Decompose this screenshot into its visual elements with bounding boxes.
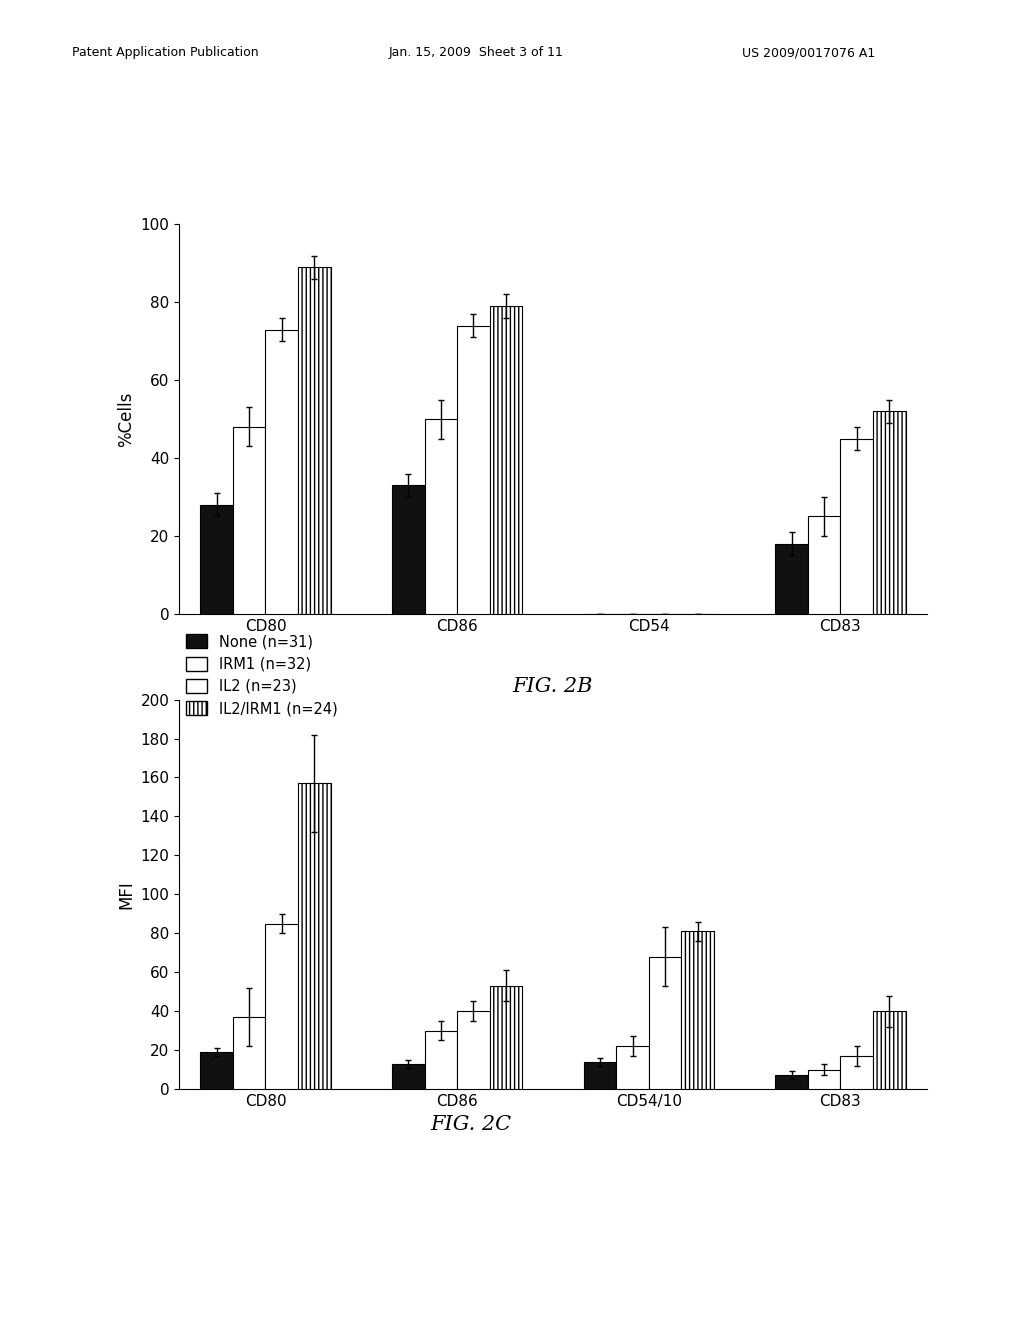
Text: FIG. 2C: FIG. 2C	[430, 1115, 512, 1134]
Bar	[489, 986, 522, 1089]
Legend: None (n=31), IRM1 (n=32), IL2 (n=23), IL2/IRM1 (n=24): None (n=31), IRM1 (n=32), IL2 (n=23), IL…	[186, 635, 337, 717]
Bar	[775, 544, 808, 614]
Bar	[298, 783, 331, 1089]
Bar	[425, 418, 457, 614]
Bar	[232, 1016, 265, 1089]
Y-axis label: MFI: MFI	[117, 880, 135, 908]
Bar	[681, 932, 714, 1089]
Y-axis label: %Cells: %Cells	[117, 392, 135, 446]
Bar	[232, 426, 265, 614]
Text: US 2009/0017076 A1: US 2009/0017076 A1	[742, 46, 876, 59]
Text: Patent Application Publication: Patent Application Publication	[72, 46, 258, 59]
Bar	[808, 516, 841, 614]
Bar	[616, 1047, 649, 1089]
Bar	[841, 438, 873, 614]
Bar	[265, 330, 298, 614]
Bar	[808, 1069, 841, 1089]
Bar	[489, 306, 522, 614]
Bar	[841, 1056, 873, 1089]
Bar	[201, 504, 232, 614]
Bar	[457, 326, 489, 614]
Bar	[265, 924, 298, 1089]
Bar	[873, 1011, 905, 1089]
Bar	[873, 412, 905, 614]
Bar	[392, 486, 425, 614]
Bar	[775, 1076, 808, 1089]
Text: FIG. 2B: FIG. 2B	[512, 677, 593, 696]
Bar	[298, 267, 331, 614]
Bar	[457, 1011, 489, 1089]
Bar	[201, 1052, 232, 1089]
Bar	[584, 1061, 616, 1089]
Text: Jan. 15, 2009  Sheet 3 of 11: Jan. 15, 2009 Sheet 3 of 11	[389, 46, 564, 59]
Bar	[649, 957, 681, 1089]
Bar	[425, 1031, 457, 1089]
Bar	[392, 1064, 425, 1089]
